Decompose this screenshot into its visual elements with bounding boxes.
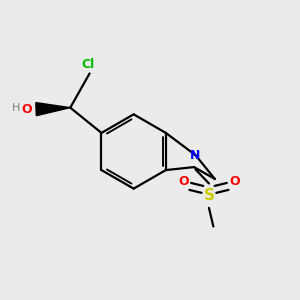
Text: H: H [12,103,20,113]
Text: Cl: Cl [82,58,95,71]
Text: S: S [203,188,214,203]
Text: O: O [22,103,32,116]
Text: O: O [178,176,189,188]
Polygon shape [36,103,70,116]
Text: O: O [229,176,239,188]
Text: N: N [190,149,201,162]
